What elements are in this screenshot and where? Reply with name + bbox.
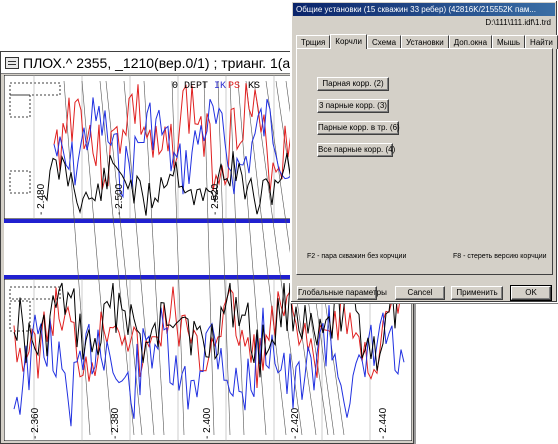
global-parameters-button[interactable]: Глобальные параметры [297, 286, 387, 300]
depth-label-bottom-3: - 2.420 [290, 407, 301, 439]
tab-2[interactable]: Схема [366, 35, 402, 49]
pair-correlation-in-triangle-button[interactable]: Парные корр. в тр. (6) [317, 121, 400, 135]
correlation-line-12 [253, 80, 303, 436]
correlation-line-9 [229, 80, 245, 436]
tab-0[interactable]: Трщия [296, 35, 331, 49]
correlation-line-4 [123, 80, 155, 436]
tab-4[interactable]: Доп.окна [448, 35, 493, 49]
hint-f2: F2 - пара скважин без корчции [307, 253, 407, 260]
hint-f8: F8 - стереть версию корчции [453, 253, 547, 260]
depth-label-top-2: - 2.520 [210, 183, 221, 215]
curve-label-0: 0 [172, 81, 178, 92]
dashed-box-bottom-0 [9, 286, 61, 300]
project-path: D:\111\111.idf\1.trd [485, 18, 551, 27]
curve-label-1: DEPT [184, 81, 208, 92]
pair-correlation-button[interactable]: Парная корр. (2) [317, 77, 389, 91]
ok-button[interactable]: OK [510, 285, 552, 301]
dashed-box-top-1 [9, 94, 31, 118]
window-menu-icon[interactable] [5, 56, 19, 69]
correlation-line-8 [217, 80, 231, 436]
curve-label-4: KS [248, 81, 260, 92]
dialog-titlebar[interactable]: Общие установки (15 скважин 33 ребер) (4… [293, 3, 555, 16]
divider-line-bottom [4, 275, 412, 279]
settings-tabs: Трщия Корчли Схема Установки Доп.окна Мышь Най… [296, 34, 558, 49]
cancel-button[interactable]: Cancel [395, 286, 445, 300]
tab-3[interactable]: Установки [401, 35, 449, 49]
ik-curve-bottom [13, 305, 405, 427]
correlation-line-0 [63, 80, 91, 436]
tab-6[interactable]: Найти [525, 35, 558, 49]
apply-button[interactable]: Применить [451, 286, 503, 300]
all-pair-correlations-button[interactable]: Все парные корр. (4) [317, 143, 395, 157]
log-window-title: ПЛОХ.^ 2355, _1210(вер.0/1) ; трианг. 1(… [23, 54, 298, 71]
depth-label-bottom-1: - 2.380 [110, 407, 121, 439]
correlation-tab-panel: Парная корр. (2) 3 парные корр. (3) Парн… [296, 48, 553, 275]
general-settings-dialog: Общие установки (15 скважин 33 ребер) (4… [290, 0, 558, 303]
curve-label-3: PS [228, 81, 240, 92]
tab-5[interactable]: Мышь [492, 35, 526, 49]
dashed-box-top-2 [9, 170, 31, 194]
dashed-box-top-0 [9, 82, 61, 96]
depth-label-top-0: - 2.480 [36, 183, 47, 215]
depth-label-bottom-4: - 2.440 [378, 407, 389, 439]
tab-1[interactable]: Корчли [330, 34, 367, 49]
depth-label-bottom-2: - 2.400 [202, 407, 213, 439]
depth-label-top-1: - 2.500 [114, 183, 125, 215]
three-pair-correlation-button[interactable]: 3 парные корр. (3) [317, 99, 389, 113]
correlation-line-5 [143, 80, 165, 436]
curve-label-2: IK [214, 81, 226, 92]
depth-label-bottom-0: - 2.360 [30, 407, 41, 439]
correlation-line-7 [203, 80, 215, 436]
